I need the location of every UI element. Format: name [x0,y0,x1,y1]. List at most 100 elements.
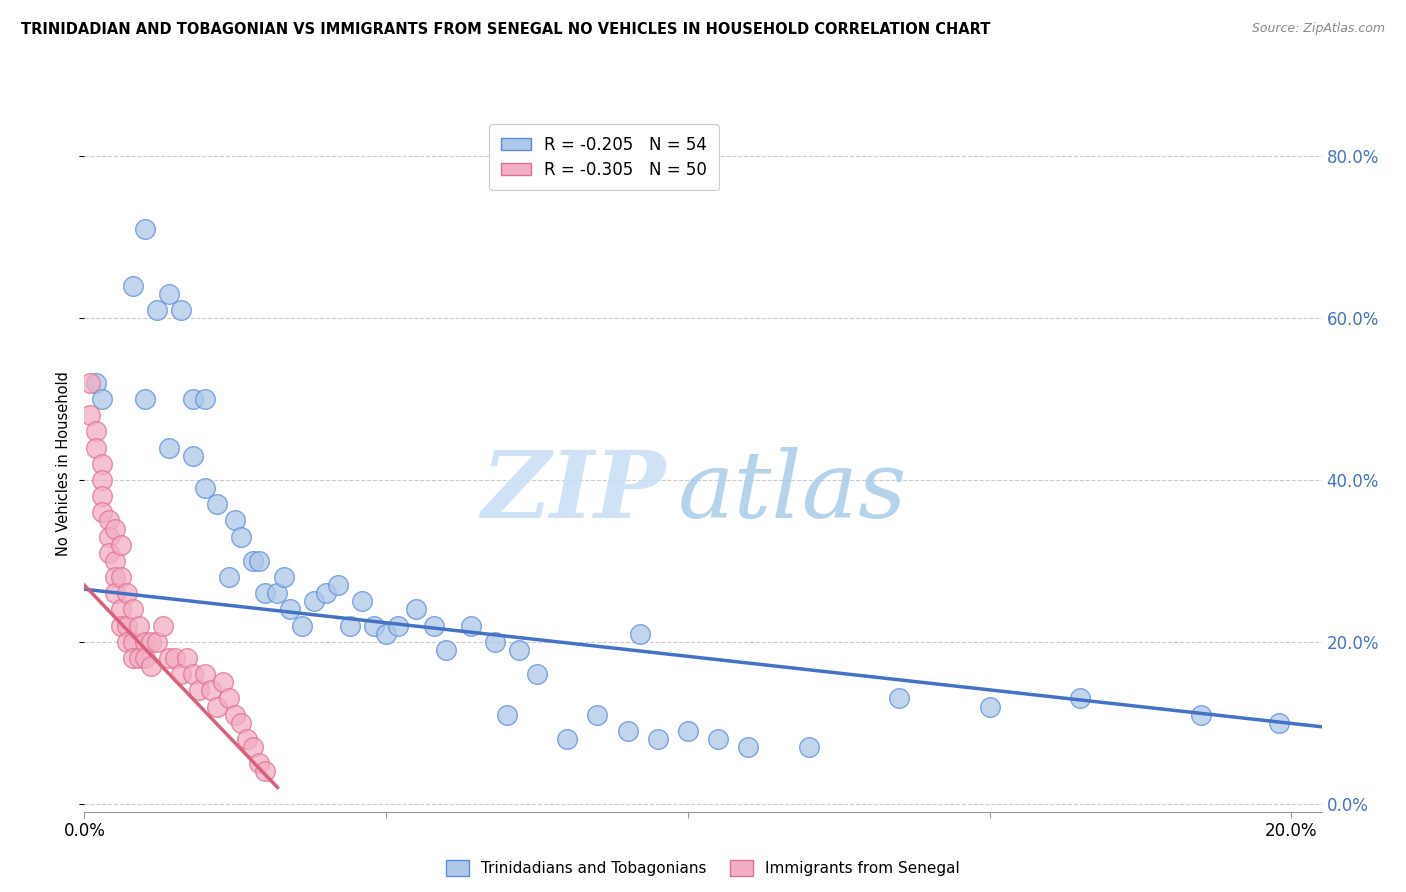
Point [707,731,730,746]
Text: Source: ZipAtlas.com: Source: ZipAtlas.com [1251,22,1385,36]
Point [121,602,143,616]
Point [110,602,132,616]
Point [97,513,120,527]
Point [291,618,314,632]
Point [231,715,253,730]
Point [188,683,211,698]
Point [200,683,222,698]
Point [526,667,548,681]
Point [1189,707,1212,722]
Point [676,723,699,738]
Point [436,643,458,657]
Point [157,651,180,665]
Point [97,546,120,560]
Point [170,667,193,681]
Point [110,538,132,552]
Point [628,626,651,640]
Point [797,739,820,754]
Point [236,731,259,746]
Point [115,635,138,649]
Point [152,618,174,632]
Point [254,764,277,779]
Point [103,554,125,568]
Point [315,586,337,600]
Point [103,586,125,600]
Point [205,699,228,714]
Point [737,739,759,754]
Y-axis label: No Vehicles in Household: No Vehicles in Household [56,371,72,557]
Point [247,756,270,771]
Point [110,570,132,584]
Point [163,651,186,665]
Point [555,731,578,746]
Point [181,667,204,681]
Point [170,303,193,318]
Point [194,392,217,406]
Point [339,618,361,632]
Point [1268,715,1291,730]
Point [889,691,911,706]
Point [91,473,114,487]
Point [218,691,240,706]
Point [278,602,301,616]
Point [350,594,373,608]
Point [326,578,349,592]
Point [302,594,325,608]
Point [91,392,114,406]
Point [212,675,235,690]
Point [157,441,180,455]
Point [647,731,669,746]
Point [254,586,277,600]
Point [242,739,264,754]
Point [194,481,217,495]
Point [224,513,246,527]
Point [91,489,114,503]
Point [387,618,409,632]
Point [375,626,398,640]
Point [103,522,125,536]
Point [139,659,162,673]
Point [128,618,150,632]
Point [979,699,1001,714]
Point [139,635,162,649]
Point [157,287,180,301]
Point [121,635,143,649]
Point [91,505,114,519]
Point [115,586,138,600]
Point [176,651,198,665]
Point [134,392,156,406]
Point [86,376,108,390]
Point [181,449,204,463]
Point [616,723,638,738]
Point [134,222,156,236]
Point [146,635,169,649]
Point [405,602,427,616]
Point [128,651,150,665]
Point [134,635,156,649]
Point [146,303,169,318]
Point [121,278,143,293]
Point [423,618,446,632]
Point [273,570,295,584]
Point [97,530,120,544]
Point [460,618,482,632]
Point [363,618,385,632]
Point [586,707,609,722]
Point [205,497,228,511]
Point [79,376,101,390]
Point [508,643,530,657]
Point [224,707,246,722]
Text: atlas: atlas [678,447,908,537]
Point [181,392,204,406]
Point [110,618,132,632]
Point [86,441,108,455]
Point [115,618,138,632]
Point [121,651,143,665]
Legend: Trinidadians and Tobagonians, Immigrants from Senegal: Trinidadians and Tobagonians, Immigrants… [439,853,967,884]
Point [134,651,156,665]
Point [79,409,101,423]
Point [484,635,506,649]
Point [103,570,125,584]
Point [194,667,217,681]
Point [86,425,108,439]
